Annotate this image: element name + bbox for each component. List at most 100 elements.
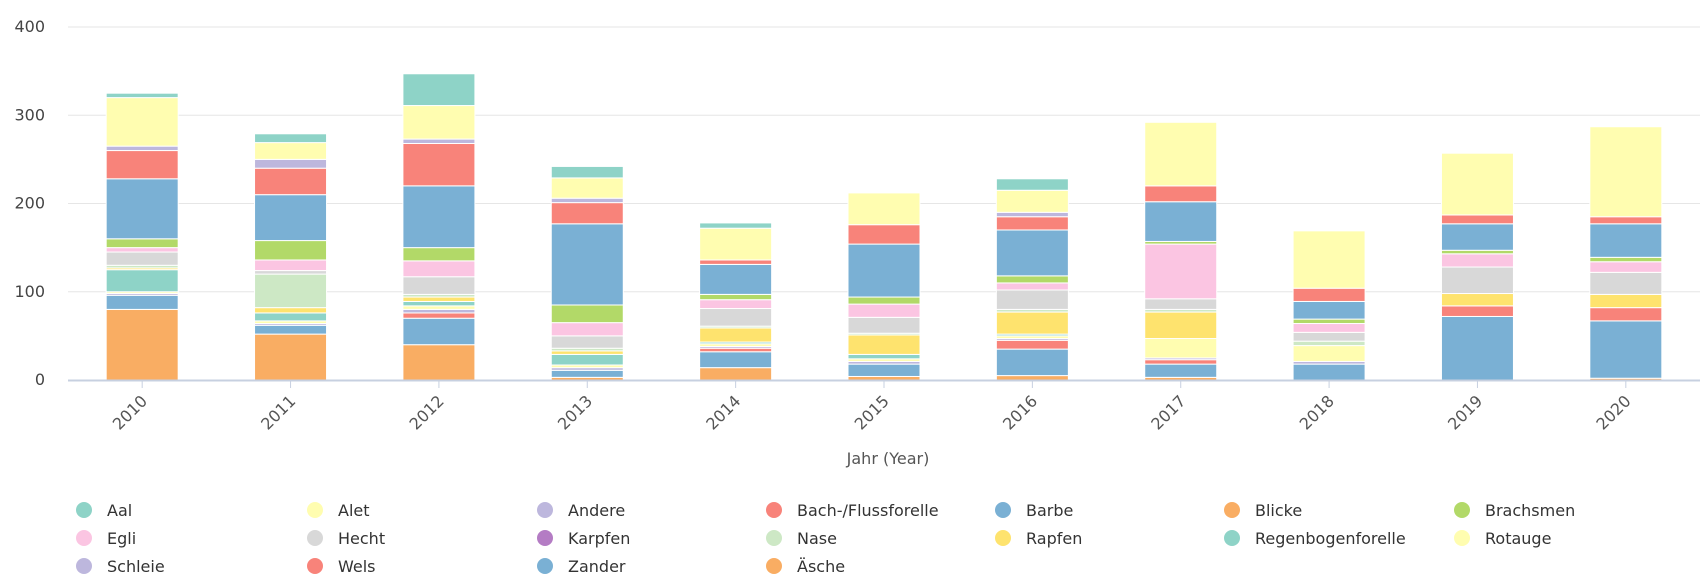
bar-segment[interactable]: [105, 247, 179, 253]
bar-segment[interactable]: [1440, 223, 1514, 251]
bar-segment[interactable]: [402, 73, 476, 107]
bar-segment[interactable]: [254, 259, 328, 272]
bar-segment[interactable]: [1292, 323, 1366, 333]
bar-segment[interactable]: [699, 367, 773, 381]
bar-segment[interactable]: [1440, 315, 1514, 381]
bar-segment[interactable]: [847, 243, 921, 298]
bar-segment[interactable]: [847, 353, 921, 360]
bar-segment[interactable]: [995, 189, 1069, 213]
bar-segment[interactable]: [550, 369, 624, 378]
bar-segment[interactable]: [550, 165, 624, 179]
bar-segment[interactable]: [699, 308, 773, 327]
bar-segment[interactable]: [699, 351, 773, 369]
bar-segment[interactable]: [847, 316, 921, 334]
bar-segment[interactable]: [254, 158, 328, 169]
bar-segment[interactable]: [254, 270, 328, 275]
bar-segment[interactable]: [1144, 201, 1218, 242]
bar-segment[interactable]: [995, 289, 1069, 310]
bar-segment[interactable]: [254, 273, 328, 309]
bar-segment[interactable]: [254, 167, 328, 196]
bar-segment[interactable]: [1589, 307, 1663, 322]
bar-segment[interactable]: [254, 142, 328, 160]
legend-item[interactable]: Alet: [307, 499, 370, 521]
bar-segment[interactable]: [254, 194, 328, 242]
bar-segment[interactable]: [402, 300, 476, 307]
bar-segment[interactable]: [1292, 318, 1366, 325]
bar-segment[interactable]: [1440, 214, 1514, 225]
legend-item[interactable]: Egli: [76, 527, 136, 549]
bar-segment[interactable]: [1292, 340, 1366, 347]
bar-segment[interactable]: [1440, 249, 1514, 255]
bar-segment[interactable]: [1589, 223, 1663, 258]
bar-segment[interactable]: [1589, 216, 1663, 225]
bar-segment[interactable]: [105, 308, 179, 381]
legend-item[interactable]: Zander: [537, 555, 625, 577]
bar-segment[interactable]: [847, 334, 921, 355]
bar-segment[interactable]: [699, 299, 773, 310]
bar-segment[interactable]: [402, 312, 476, 319]
bar-segment[interactable]: [847, 192, 921, 226]
bar-segment[interactable]: [1144, 298, 1218, 310]
bar-segment[interactable]: [1292, 345, 1366, 362]
bar-segment[interactable]: [847, 363, 921, 377]
legend-item[interactable]: Nase: [766, 527, 837, 549]
bar-segment[interactable]: [402, 185, 476, 249]
bar-segment[interactable]: [847, 296, 921, 305]
bar-segment[interactable]: [254, 312, 328, 322]
bar-segment[interactable]: [995, 375, 1069, 381]
bar-segment[interactable]: [1292, 287, 1366, 302]
bar-segment[interactable]: [402, 260, 476, 278]
legend-item[interactable]: Wels: [307, 555, 376, 577]
bar-segment[interactable]: [402, 344, 476, 381]
bar-segment[interactable]: [1292, 300, 1366, 320]
bar-segment[interactable]: [402, 305, 476, 310]
bar-segment[interactable]: [1589, 293, 1663, 309]
bar-segment[interactable]: [1292, 331, 1366, 342]
bar-segment[interactable]: [402, 247, 476, 262]
bar-segment[interactable]: [1589, 261, 1663, 273]
bar-segment[interactable]: [995, 229, 1069, 277]
bar-segment[interactable]: [550, 350, 624, 355]
bar-segment[interactable]: [847, 303, 921, 318]
bar-segment[interactable]: [402, 276, 476, 295]
bar-segment[interactable]: [550, 202, 624, 225]
legend-item[interactable]: Blicke: [1224, 499, 1302, 521]
bar-segment[interactable]: [105, 251, 179, 266]
bar-segment[interactable]: [105, 150, 179, 180]
bar-segment[interactable]: [995, 282, 1069, 291]
legend-item[interactable]: Äsche: [766, 555, 845, 577]
bar-segment[interactable]: [847, 224, 921, 245]
bar-segment[interactable]: [1292, 230, 1366, 289]
bar-segment[interactable]: [1440, 266, 1514, 295]
bar-segment[interactable]: [550, 322, 624, 337]
legend-item[interactable]: Brachsmen: [1454, 499, 1575, 521]
bar-segment[interactable]: [254, 307, 328, 314]
bar-segment[interactable]: [1589, 256, 1663, 263]
bar-segment[interactable]: [1440, 253, 1514, 268]
bar-segment[interactable]: [1440, 152, 1514, 216]
bar-segment[interactable]: [402, 308, 476, 314]
bar-segment[interactable]: [995, 311, 1069, 335]
bar-segment[interactable]: [995, 275, 1069, 284]
bar-segment[interactable]: [1589, 320, 1663, 379]
bar-segment[interactable]: [699, 263, 773, 295]
bar-segment[interactable]: [995, 211, 1069, 218]
bar-segment[interactable]: [254, 240, 328, 261]
bar-segment[interactable]: [550, 223, 624, 306]
bar-segment[interactable]: [699, 327, 773, 343]
bar-segment[interactable]: [995, 178, 1069, 191]
bar-segment[interactable]: [1589, 271, 1663, 295]
bar-segment[interactable]: [1144, 243, 1218, 300]
bar-segment[interactable]: [847, 375, 921, 381]
legend-item[interactable]: Regenbogenforelle: [1224, 527, 1406, 549]
bar-segment[interactable]: [699, 227, 773, 261]
bar-segment[interactable]: [995, 348, 1069, 377]
bar-segment[interactable]: [1144, 311, 1218, 340]
bar-segment[interactable]: [105, 178, 179, 240]
bar-segment[interactable]: [1144, 359, 1218, 365]
bar-segment[interactable]: [1440, 293, 1514, 307]
bar-segment[interactable]: [402, 105, 476, 140]
legend-item[interactable]: Aal: [76, 499, 132, 521]
bar-segment[interactable]: [1144, 338, 1218, 359]
bar-segment[interactable]: [105, 97, 179, 147]
